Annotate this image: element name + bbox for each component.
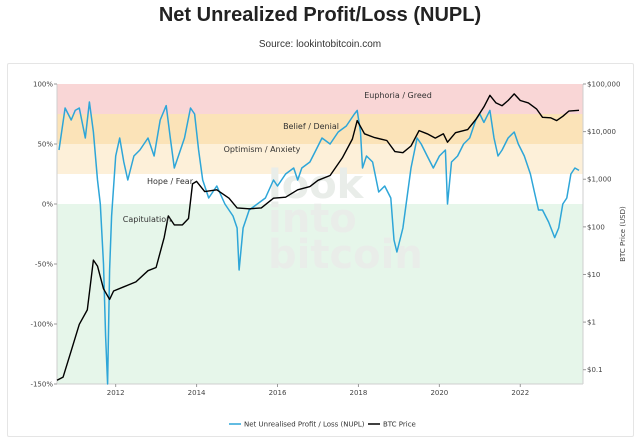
left-tick-label: 100%	[33, 81, 53, 89]
left-tick-label: 50%	[37, 141, 53, 149]
zone-band-0	[57, 84, 583, 114]
zone-band-4	[57, 204, 583, 384]
x-tick-label: 2014	[188, 389, 206, 397]
btc-price-series-line	[56, 93, 580, 381]
watermark-text: into	[268, 196, 357, 242]
left-tick-label: -150%	[30, 381, 53, 389]
watermark-text: look	[268, 162, 365, 208]
zone-label: Capitulation	[123, 215, 171, 224]
zone-band-1	[57, 114, 583, 144]
left-tick-label: 0%	[42, 201, 53, 209]
right-tick-label: $10	[587, 271, 600, 279]
zone-label: Belief / Denial	[283, 122, 339, 131]
legend-btc-label[interactable]: BTC Price	[383, 421, 416, 429]
x-tick-label: 2018	[350, 389, 368, 397]
legend-nupl-label[interactable]: Net Unrealised Profit / Loss (NUPL)	[244, 421, 365, 429]
right-tick-label: $100	[587, 223, 605, 231]
right-tick-label: $1	[587, 319, 596, 327]
right-tick-label: $1,000	[587, 176, 612, 184]
nupl-series-line	[58, 101, 580, 385]
left-tick-label: -50%	[35, 261, 53, 269]
x-tick-label: 2012	[107, 389, 125, 397]
watermark-text: bitcoin	[268, 232, 423, 278]
right-tick-label: $10,000	[587, 128, 616, 136]
zone-label: Euphoria / Greed	[364, 91, 432, 100]
zone-label: Hope / Fear	[147, 177, 194, 186]
right-axis-label: BTC Price (USD)	[619, 206, 627, 262]
zone-label: Optimism / Anxiety	[224, 145, 301, 154]
right-tick-label: $100,000	[587, 81, 620, 89]
x-tick-label: 2016	[269, 389, 287, 397]
chart-title: Net Unrealized Profit/Loss (NUPL)	[158, 4, 482, 26]
x-tick-label: 2020	[430, 389, 448, 397]
right-tick-label: $0.1	[587, 366, 603, 374]
chart-source: Source: lookintobitcoin.com	[258, 39, 382, 50]
x-tick-label: 2022	[511, 389, 529, 397]
left-tick-label: -100%	[30, 321, 53, 329]
zone-band-2	[57, 144, 583, 174]
